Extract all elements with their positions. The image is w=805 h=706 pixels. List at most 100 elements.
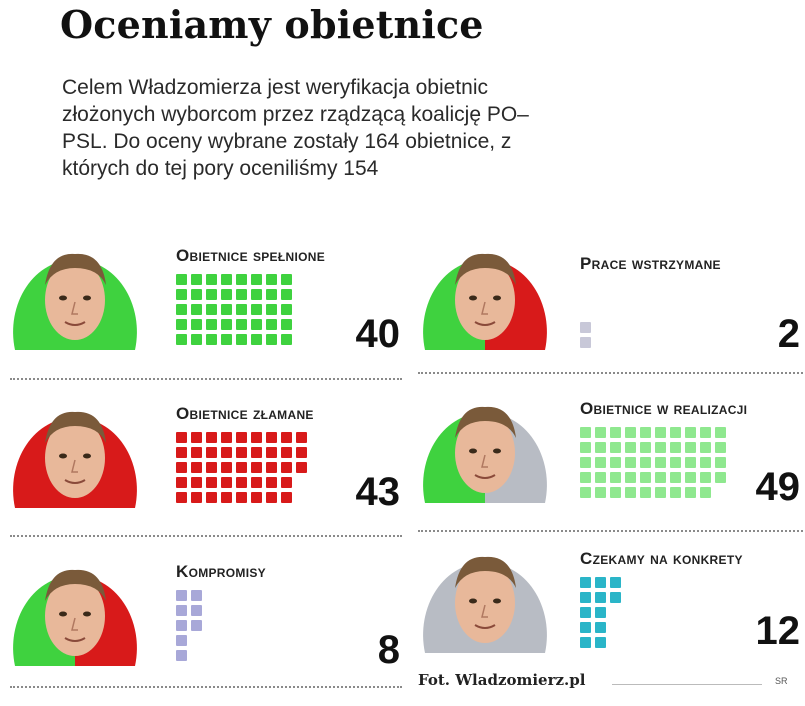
grid-cell	[206, 304, 217, 315]
grid-cell	[700, 487, 711, 498]
grid-cell	[176, 304, 187, 315]
face-eye-right	[83, 611, 91, 617]
grid-cell	[236, 432, 247, 443]
grid-cell	[625, 427, 636, 438]
face-mouth	[474, 321, 496, 326]
grid-cell	[176, 289, 187, 300]
face-hair	[45, 569, 106, 601]
grid-cell	[580, 442, 591, 453]
grid-cell	[625, 472, 636, 483]
grid-cell	[251, 432, 262, 443]
grid-cell	[281, 334, 292, 345]
grid-cell	[580, 457, 591, 468]
grid-cell	[281, 289, 292, 300]
panel-spelnione: Obietnice spełnione 40	[10, 240, 400, 390]
category-label: Prace wstrzymane	[580, 254, 721, 273]
grid-cell	[191, 319, 202, 330]
grid-cell	[625, 442, 636, 453]
grid-cell	[610, 472, 621, 483]
grid-cell	[281, 432, 292, 443]
category-label: Czekamy na konkrety	[580, 549, 743, 568]
grid-cell	[221, 447, 232, 458]
category-label: Kompromisy	[176, 562, 266, 581]
grid-cell	[221, 319, 232, 330]
face-head	[45, 576, 105, 656]
page-title: Oceniamy obietnice	[60, 2, 484, 47]
divider	[10, 378, 402, 380]
grid-cell	[296, 432, 307, 443]
category-label: Obietnice spełnione	[176, 246, 325, 265]
grid-cell	[221, 462, 232, 473]
category-label: Obietnice złamane	[176, 404, 314, 423]
count-value: 12	[755, 609, 801, 653]
grid-cell	[191, 620, 202, 631]
panel-w-realizacji: Obietnice w realizacji 49	[420, 393, 805, 543]
grid-cell	[595, 457, 606, 468]
grid-cell	[251, 289, 262, 300]
grid-cell	[670, 457, 681, 468]
grid-cell	[236, 274, 247, 285]
grid-cell	[595, 472, 606, 483]
grid-cell	[191, 334, 202, 345]
grid-cell	[640, 442, 651, 453]
face-head	[45, 260, 105, 340]
face-eye-right	[83, 295, 91, 301]
grid-cell	[595, 427, 606, 438]
face-eye-left	[469, 598, 477, 604]
grid-cell	[191, 304, 202, 315]
face-mouth	[64, 321, 86, 326]
face-eye-right	[83, 453, 91, 459]
panel-zlamane: Obietnice złamane 43	[10, 398, 400, 548]
grid-cell	[191, 590, 202, 601]
grid-cell	[221, 334, 232, 345]
grid-cell	[266, 304, 277, 315]
grid-cell	[580, 427, 591, 438]
grid-cell	[281, 319, 292, 330]
grid-cell	[266, 274, 277, 285]
face-hair	[45, 253, 106, 285]
face-mouth	[64, 637, 86, 642]
grid-cell	[266, 334, 277, 345]
grid-cell	[191, 605, 202, 616]
grid-cell	[281, 304, 292, 315]
face-hair	[455, 406, 516, 438]
grid-cell	[176, 590, 187, 601]
grid-cell	[715, 457, 726, 468]
grid-cell	[206, 462, 217, 473]
grid-cell	[251, 319, 262, 330]
grid-cell	[236, 477, 247, 488]
grid-cell	[266, 289, 277, 300]
grid-cell	[670, 472, 681, 483]
face-icon	[13, 253, 137, 350]
count-value: 49	[755, 465, 801, 509]
grid-cell	[176, 432, 187, 443]
grid-cell	[221, 492, 232, 503]
face-mouth	[64, 479, 86, 484]
grid-cell	[610, 457, 621, 468]
grid-cell	[640, 457, 651, 468]
grid-cell	[266, 447, 277, 458]
grid-cell	[236, 334, 247, 345]
grid-cell	[191, 432, 202, 443]
face-eye-left	[59, 611, 67, 617]
grid-cell	[700, 457, 711, 468]
grid-cell	[206, 289, 217, 300]
grid-cell	[640, 472, 651, 483]
face-eye-left	[469, 295, 477, 301]
grid-cell	[176, 274, 187, 285]
grid-cell	[266, 462, 277, 473]
grid-cell	[251, 477, 262, 488]
face-nose	[481, 604, 488, 618]
grid-cell	[251, 334, 262, 345]
grid-cell	[266, 492, 277, 503]
grid-cell	[700, 442, 711, 453]
grid-cell	[580, 607, 591, 618]
grid-cell	[236, 304, 247, 315]
grid-cell	[191, 462, 202, 473]
grid-cell	[655, 457, 666, 468]
face-head	[455, 413, 515, 493]
face-icon	[13, 569, 137, 666]
count-value: 2	[777, 312, 800, 356]
grid-cell	[610, 592, 621, 603]
grid-cell	[236, 462, 247, 473]
